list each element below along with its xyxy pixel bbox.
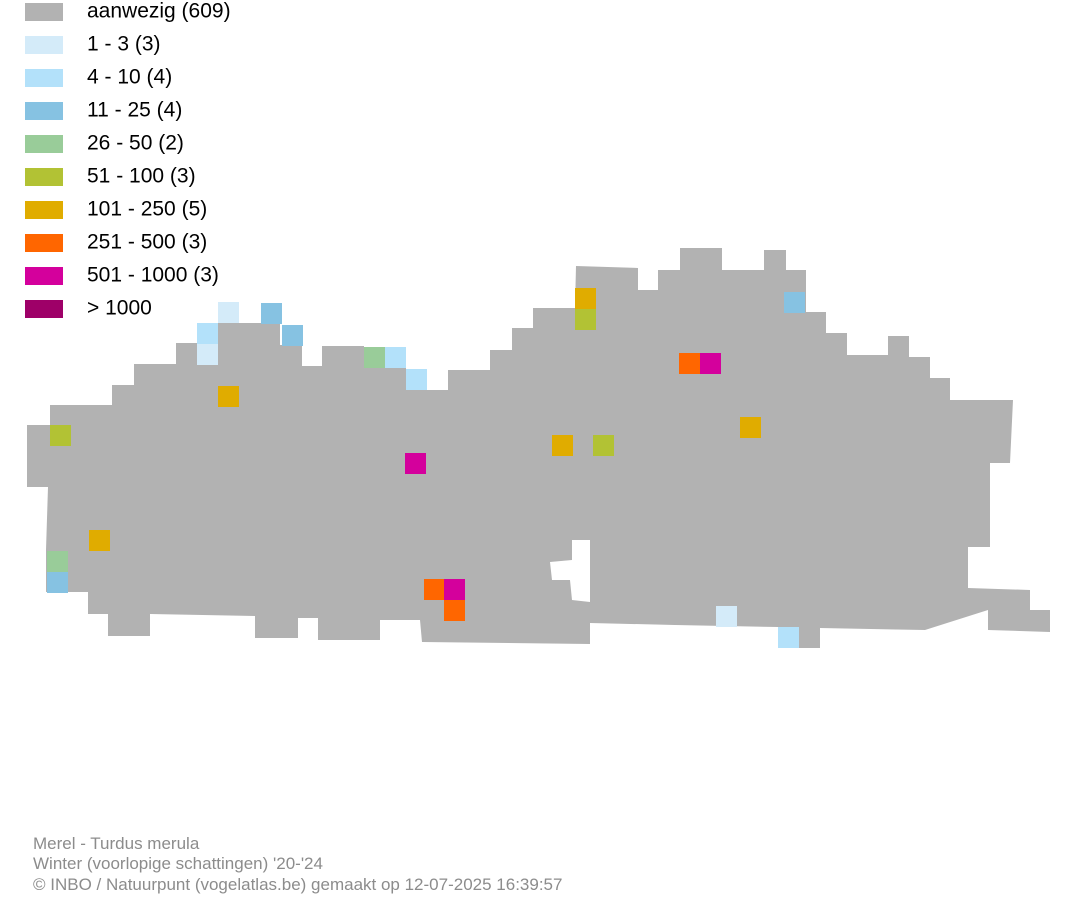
- legend-swatch: [25, 267, 63, 285]
- legend: aanwezig (609) 1 - 3 (3) 4 - 10 (4) 11 - 25…: [25, 0, 231, 320]
- grid-cell: [700, 353, 721, 374]
- grid-cell: [218, 302, 239, 323]
- grid-cell: [740, 417, 761, 438]
- legend-label: 11 - 25 (4): [87, 99, 182, 122]
- grid-cell: [197, 323, 218, 344]
- grid-cell: [47, 572, 68, 593]
- grid-cell: [593, 435, 614, 456]
- legend-swatch: [25, 234, 63, 252]
- region: [27, 248, 1050, 648]
- grid-cell: [282, 325, 303, 346]
- grid-cell: [218, 386, 239, 407]
- legend-label: aanwezig (609): [87, 0, 231, 23]
- grid-cell: [385, 347, 406, 368]
- grid-cell: [444, 579, 465, 600]
- species: Merel - Turdus merula: [33, 834, 200, 853]
- legend-label: 501 - 1000 (3): [87, 264, 219, 287]
- grid-cell: [784, 292, 805, 313]
- legend-swatch: [25, 69, 63, 87]
- grid-cell: [552, 435, 573, 456]
- season: Winter (voorlopige schattingen) '20-'24: [33, 854, 323, 873]
- legend-swatch: [25, 36, 63, 54]
- legend-swatch: [25, 135, 63, 153]
- credit: © INBO / Natuurpunt (vogelatlas.be) gema…: [33, 875, 562, 894]
- grid-cell: [50, 425, 71, 446]
- legend-swatch: [25, 300, 63, 318]
- legend-label: 251 - 500 (3): [87, 231, 207, 254]
- grid-cell: [424, 579, 445, 600]
- grid-cell: [575, 309, 596, 330]
- grid-cell: [364, 347, 385, 368]
- legend-label: 26 - 50 (2): [87, 132, 184, 155]
- grid-cell: [406, 369, 427, 390]
- grid-cell: [197, 344, 218, 365]
- legend-label: > 1000: [87, 297, 152, 320]
- legend-swatch: [25, 168, 63, 186]
- grid-cell: [261, 303, 282, 324]
- legend-swatch: [25, 3, 63, 21]
- grid-cell: [716, 606, 737, 627]
- hole: [550, 540, 590, 602]
- grid-cell: [89, 530, 110, 551]
- grid-cell: [778, 627, 799, 648]
- legend-label: 51 - 100 (3): [87, 165, 196, 188]
- grid-cell: [679, 353, 700, 374]
- legend-label: 4 - 10 (4): [87, 66, 172, 89]
- legend-label: 101 - 250 (5): [87, 198, 207, 221]
- legend-label: 1 - 3 (3): [87, 33, 161, 56]
- grid-cell: [47, 551, 68, 572]
- legend-swatch: [25, 201, 63, 219]
- territory: [27, 248, 1050, 648]
- grid-cell: [405, 453, 426, 474]
- grid-cell: [444, 600, 465, 621]
- legend-swatch: [25, 102, 63, 120]
- grid-cell: [575, 288, 596, 309]
